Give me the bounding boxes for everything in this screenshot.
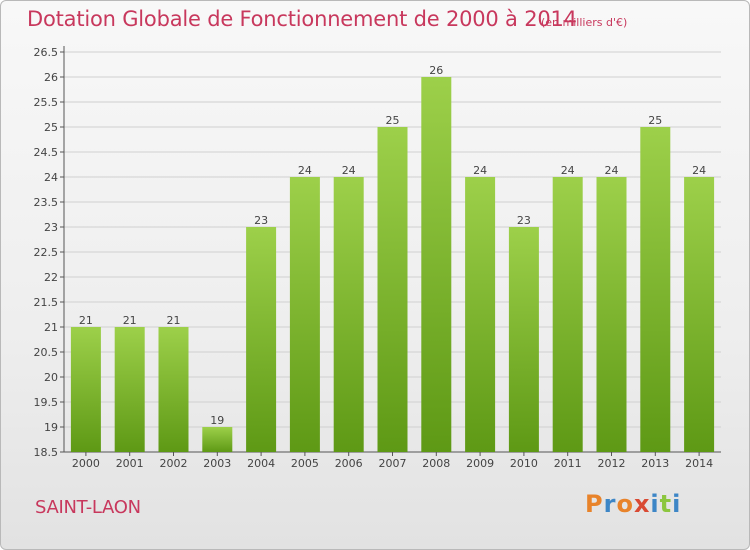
bar[interactable] bbox=[465, 177, 496, 452]
bar-value-label: 25 bbox=[386, 114, 400, 127]
y-tick-label: 24 bbox=[44, 171, 58, 184]
bar[interactable] bbox=[333, 177, 364, 452]
bar-value-label: 24 bbox=[473, 164, 487, 177]
x-axis-ticks: 2000 2001 2002 2003 2004 2005 2006 2007 2008 2009… bbox=[72, 452, 713, 470]
y-tick-label: 25 bbox=[44, 121, 58, 134]
bar[interactable] bbox=[552, 177, 583, 452]
bar-value-label: 21 bbox=[79, 314, 93, 327]
y-tick-label: 26.5 bbox=[34, 46, 59, 59]
bar-value-label: 21 bbox=[167, 314, 181, 327]
data-labels: 21 21 21 19 23 24 24 25 26 24 23 24 24 25 24 bbox=[79, 64, 706, 427]
x-tick-label: 2007 bbox=[379, 457, 407, 470]
bar[interactable] bbox=[158, 327, 189, 452]
bar-value-label: 23 bbox=[254, 214, 268, 227]
bar-value-label: 24 bbox=[561, 164, 575, 177]
x-tick-label: 2008 bbox=[422, 457, 450, 470]
logo-letter: r bbox=[603, 490, 617, 518]
x-tick-label: 2014 bbox=[685, 457, 713, 470]
y-tick-label: 21 bbox=[44, 321, 58, 334]
bar-value-label: 24 bbox=[298, 164, 312, 177]
x-tick-label: 2002 bbox=[160, 457, 188, 470]
y-tick-label: 23 bbox=[44, 221, 58, 234]
x-tick-label: 2004 bbox=[247, 457, 275, 470]
y-tick-label: 20 bbox=[44, 371, 58, 384]
chart-unit: (en milliers d'€) bbox=[541, 16, 628, 29]
x-tick-label: 2013 bbox=[641, 457, 669, 470]
bar[interactable] bbox=[640, 127, 671, 452]
logo-letter: P bbox=[585, 490, 604, 518]
y-tick-label: 22.5 bbox=[34, 246, 59, 259]
y-axis-ticks: 18.5 19 19.5 20 20.5 21 21.5 22 22.5 23 23.5 24 24.5… bbox=[34, 46, 64, 459]
bar[interactable] bbox=[377, 127, 408, 452]
bar-value-label: 25 bbox=[648, 114, 662, 127]
bar-value-label: 24 bbox=[605, 164, 619, 177]
bar[interactable] bbox=[114, 327, 145, 452]
x-tick-label: 2000 bbox=[72, 457, 100, 470]
commune-name: SAINT-LAON bbox=[35, 497, 141, 518]
bar-value-label: 21 bbox=[123, 314, 137, 327]
bars bbox=[70, 77, 715, 452]
bar-value-label: 24 bbox=[342, 164, 356, 177]
proxiti-logo[interactable]: Proxiti bbox=[585, 490, 681, 518]
y-tick-label: 22 bbox=[44, 271, 58, 284]
y-tick-label: 25.5 bbox=[34, 96, 59, 109]
bar-value-label: 26 bbox=[429, 64, 443, 77]
y-tick-label: 20.5 bbox=[34, 346, 59, 359]
y-tick-label: 18.5 bbox=[34, 446, 59, 459]
logo-letter: x bbox=[633, 490, 651, 518]
y-tick-label: 21.5 bbox=[34, 296, 59, 309]
bar[interactable] bbox=[70, 327, 101, 452]
x-tick-label: 2005 bbox=[291, 457, 319, 470]
bar[interactable] bbox=[246, 227, 277, 452]
logo-letter: o bbox=[616, 490, 634, 518]
bar[interactable] bbox=[508, 227, 539, 452]
x-tick-label: 2009 bbox=[466, 457, 494, 470]
chart-title: Dotation Globale de Fonctionnement de 20… bbox=[27, 7, 577, 31]
y-tick-label: 19.5 bbox=[34, 396, 59, 409]
bar[interactable] bbox=[596, 177, 627, 452]
bar[interactable] bbox=[684, 177, 715, 452]
bar-value-label: 19 bbox=[210, 414, 224, 427]
y-tick-label: 23.5 bbox=[34, 196, 59, 209]
bar[interactable] bbox=[289, 177, 320, 452]
y-tick-label: 26 bbox=[44, 71, 58, 84]
x-tick-label: 2001 bbox=[116, 457, 144, 470]
bar-value-label: 24 bbox=[692, 164, 706, 177]
y-tick-label: 19 bbox=[44, 421, 58, 434]
bar[interactable] bbox=[421, 77, 452, 452]
bar-value-label: 23 bbox=[517, 214, 531, 227]
x-tick-label: 2010 bbox=[510, 457, 538, 470]
x-tick-label: 2011 bbox=[554, 457, 582, 470]
x-tick-label: 2003 bbox=[203, 457, 231, 470]
y-tick-label: 24.5 bbox=[34, 146, 59, 159]
x-tick-label: 2006 bbox=[335, 457, 363, 470]
logo-letter: t bbox=[659, 490, 673, 518]
x-tick-label: 2012 bbox=[598, 457, 626, 470]
logo-letter: i bbox=[650, 490, 660, 518]
bar[interactable] bbox=[202, 427, 233, 452]
logo-letter: i bbox=[672, 490, 682, 518]
